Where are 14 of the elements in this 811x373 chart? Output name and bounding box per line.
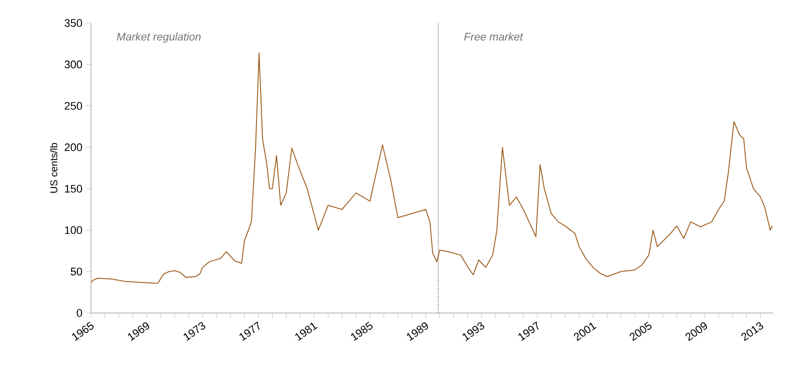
line-series (90, 52, 773, 284)
y-tick-label: 350 (64, 19, 82, 27)
y-tick-label: 100 (65, 226, 82, 234)
y-tick-label: 50 (70, 268, 82, 276)
y-tick-label: 150 (65, 184, 82, 193)
annotation: Free market (464, 32, 524, 41)
x-tick-label: 2001 (574, 322, 597, 341)
y-tick-label: 300 (64, 60, 82, 68)
x-tick-label: 1981 (295, 322, 318, 341)
y-axis-title: US cents/lb (50, 142, 58, 193)
y-tick-label: 200 (64, 143, 82, 152)
y-tick-label: 0 (76, 309, 82, 317)
y-tick-label: 250 (64, 102, 82, 110)
annotation: Market regulation (116, 32, 201, 43)
